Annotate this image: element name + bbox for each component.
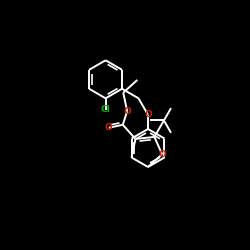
Text: O: O bbox=[158, 150, 166, 159]
Text: Cl: Cl bbox=[101, 105, 110, 114]
Text: O: O bbox=[123, 107, 131, 116]
Text: O: O bbox=[105, 123, 113, 132]
Text: O: O bbox=[144, 110, 152, 119]
